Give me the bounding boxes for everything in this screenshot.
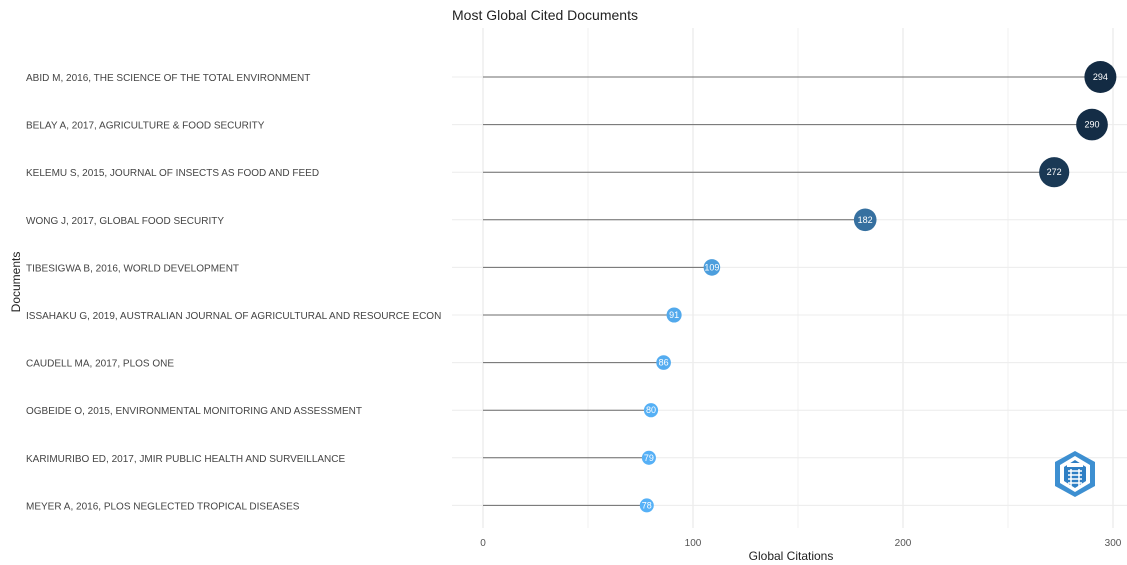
category-label: KARIMURIBO ED, 2017, JMIR PUBLIC HEALTH … xyxy=(26,454,345,465)
data-point xyxy=(656,355,671,370)
data-point xyxy=(641,450,656,465)
category-label: MEYER A, 2016, PLOS NEGLECTED TROPICAL D… xyxy=(26,501,300,512)
data-point xyxy=(643,403,659,418)
data-label: 86 xyxy=(659,358,669,368)
grid xyxy=(452,28,1127,528)
data-point xyxy=(639,498,654,513)
category-labels: ABID M, 2016, THE SCIENCE OF THE TOTAL E… xyxy=(26,73,441,512)
bibliometrix-logo-icon xyxy=(1055,451,1095,497)
data-point xyxy=(703,259,721,276)
data-label: 79 xyxy=(644,453,654,463)
data-label: 80 xyxy=(646,405,656,415)
data-point xyxy=(1076,108,1108,141)
data-label: 78 xyxy=(642,500,652,510)
category-label: ABID M, 2016, THE SCIENCE OF THE TOTAL E… xyxy=(26,73,310,84)
category-label: BELAY A, 2017, AGRICULTURE & FOOD SECURI… xyxy=(26,121,265,132)
data-label: 272 xyxy=(1047,167,1062,177)
x-axis-title: Global Citations xyxy=(749,549,834,563)
x-tick-labels: 0 100 200 300 xyxy=(480,538,1122,549)
data-point xyxy=(1039,157,1070,188)
y-axis-title: Documents xyxy=(9,252,23,313)
data-label: 290 xyxy=(1084,120,1099,130)
data-label: 294 xyxy=(1093,72,1108,82)
x-tick-label: 200 xyxy=(895,538,912,549)
category-label: ISSAHAKU G, 2019, AUSTRALIAN JOURNAL OF … xyxy=(26,311,441,322)
chart-title: Most Global Cited Documents xyxy=(452,7,638,23)
data-label: 91 xyxy=(669,310,679,320)
data-point xyxy=(853,208,877,232)
category-label: TIBESIGWA B, 2016, WORLD DEVELOPMENT xyxy=(26,263,239,274)
data-point xyxy=(1084,61,1117,93)
x-tick-label: 0 xyxy=(480,538,486,549)
stems xyxy=(483,76,1101,506)
data-label: 182 xyxy=(858,215,873,225)
category-label: OGBEIDE O, 2015, ENVIRONMENTAL MONITORIN… xyxy=(26,406,362,417)
category-label: CAUDELL MA, 2017, PLOS ONE xyxy=(26,359,174,370)
data-point xyxy=(666,307,682,323)
category-label: KELEMU S, 2015, JOURNAL OF INSECTS AS FO… xyxy=(26,168,319,179)
data-points: 294 290 272 182 109 91 86 80 79 78 xyxy=(639,61,1117,513)
category-label: WONG J, 2017, GLOBAL FOOD SECURITY xyxy=(26,216,224,227)
data-label: 109 xyxy=(704,262,719,272)
x-tick-label: 300 xyxy=(1105,538,1122,549)
x-tick-label: 100 xyxy=(685,538,702,549)
